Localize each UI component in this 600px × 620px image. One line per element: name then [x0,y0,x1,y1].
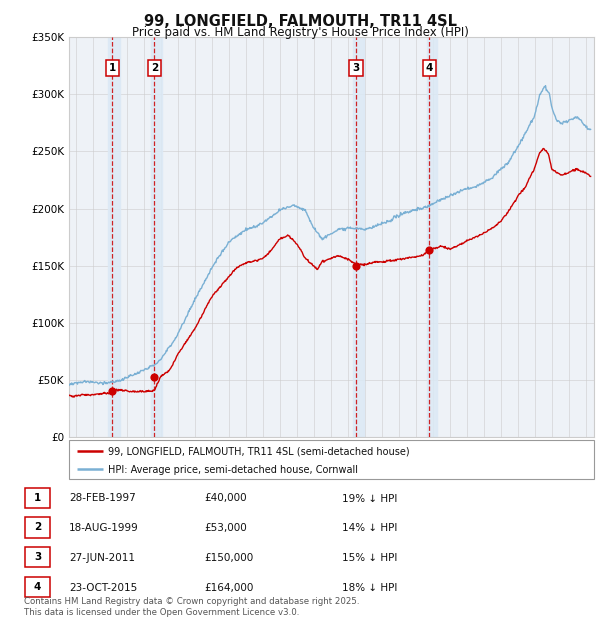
Text: 18% ↓ HPI: 18% ↓ HPI [342,583,397,593]
Text: 27-JUN-2011: 27-JUN-2011 [69,553,135,563]
Point [351,261,361,271]
FancyBboxPatch shape [25,547,50,567]
Text: HPI: Average price, semi-detached house, Cornwall: HPI: Average price, semi-detached house,… [109,465,358,475]
FancyBboxPatch shape [25,577,50,597]
Text: Price paid vs. HM Land Registry's House Price Index (HPI): Price paid vs. HM Land Registry's House … [131,26,469,39]
Text: 2: 2 [151,63,158,73]
Text: £150,000: £150,000 [204,553,253,563]
Text: 4: 4 [34,582,41,592]
Point [107,386,117,396]
Point [425,245,434,255]
Bar [353,37,364,437]
Text: 2: 2 [34,523,41,533]
Text: 18-AUG-1999: 18-AUG-1999 [69,523,139,533]
Text: £164,000: £164,000 [204,583,253,593]
Bar [151,37,161,437]
Point [149,371,159,381]
Text: 1: 1 [34,493,41,503]
Text: £53,000: £53,000 [204,523,247,533]
Text: 99, LONGFIELD, FALMOUTH, TR11 4SL: 99, LONGFIELD, FALMOUTH, TR11 4SL [143,14,457,29]
Text: 99, LONGFIELD, FALMOUTH, TR11 4SL (semi-detached house): 99, LONGFIELD, FALMOUTH, TR11 4SL (semi-… [109,447,410,457]
Text: 3: 3 [34,552,41,562]
Text: 3: 3 [352,63,359,73]
FancyBboxPatch shape [25,518,50,538]
Text: 23-OCT-2015: 23-OCT-2015 [69,583,137,593]
Text: Contains HM Land Registry data © Crown copyright and database right 2025.
This d: Contains HM Land Registry data © Crown c… [24,598,359,617]
FancyBboxPatch shape [25,488,50,508]
Text: 1: 1 [109,63,116,73]
Text: 28-FEB-1997: 28-FEB-1997 [69,494,136,503]
Text: 15% ↓ HPI: 15% ↓ HPI [342,553,397,563]
Bar [427,37,437,437]
Text: £40,000: £40,000 [204,494,247,503]
Text: 19% ↓ HPI: 19% ↓ HPI [342,494,397,503]
FancyBboxPatch shape [69,440,594,479]
Bar [108,37,120,437]
Text: 14% ↓ HPI: 14% ↓ HPI [342,523,397,533]
Text: 4: 4 [425,63,433,73]
